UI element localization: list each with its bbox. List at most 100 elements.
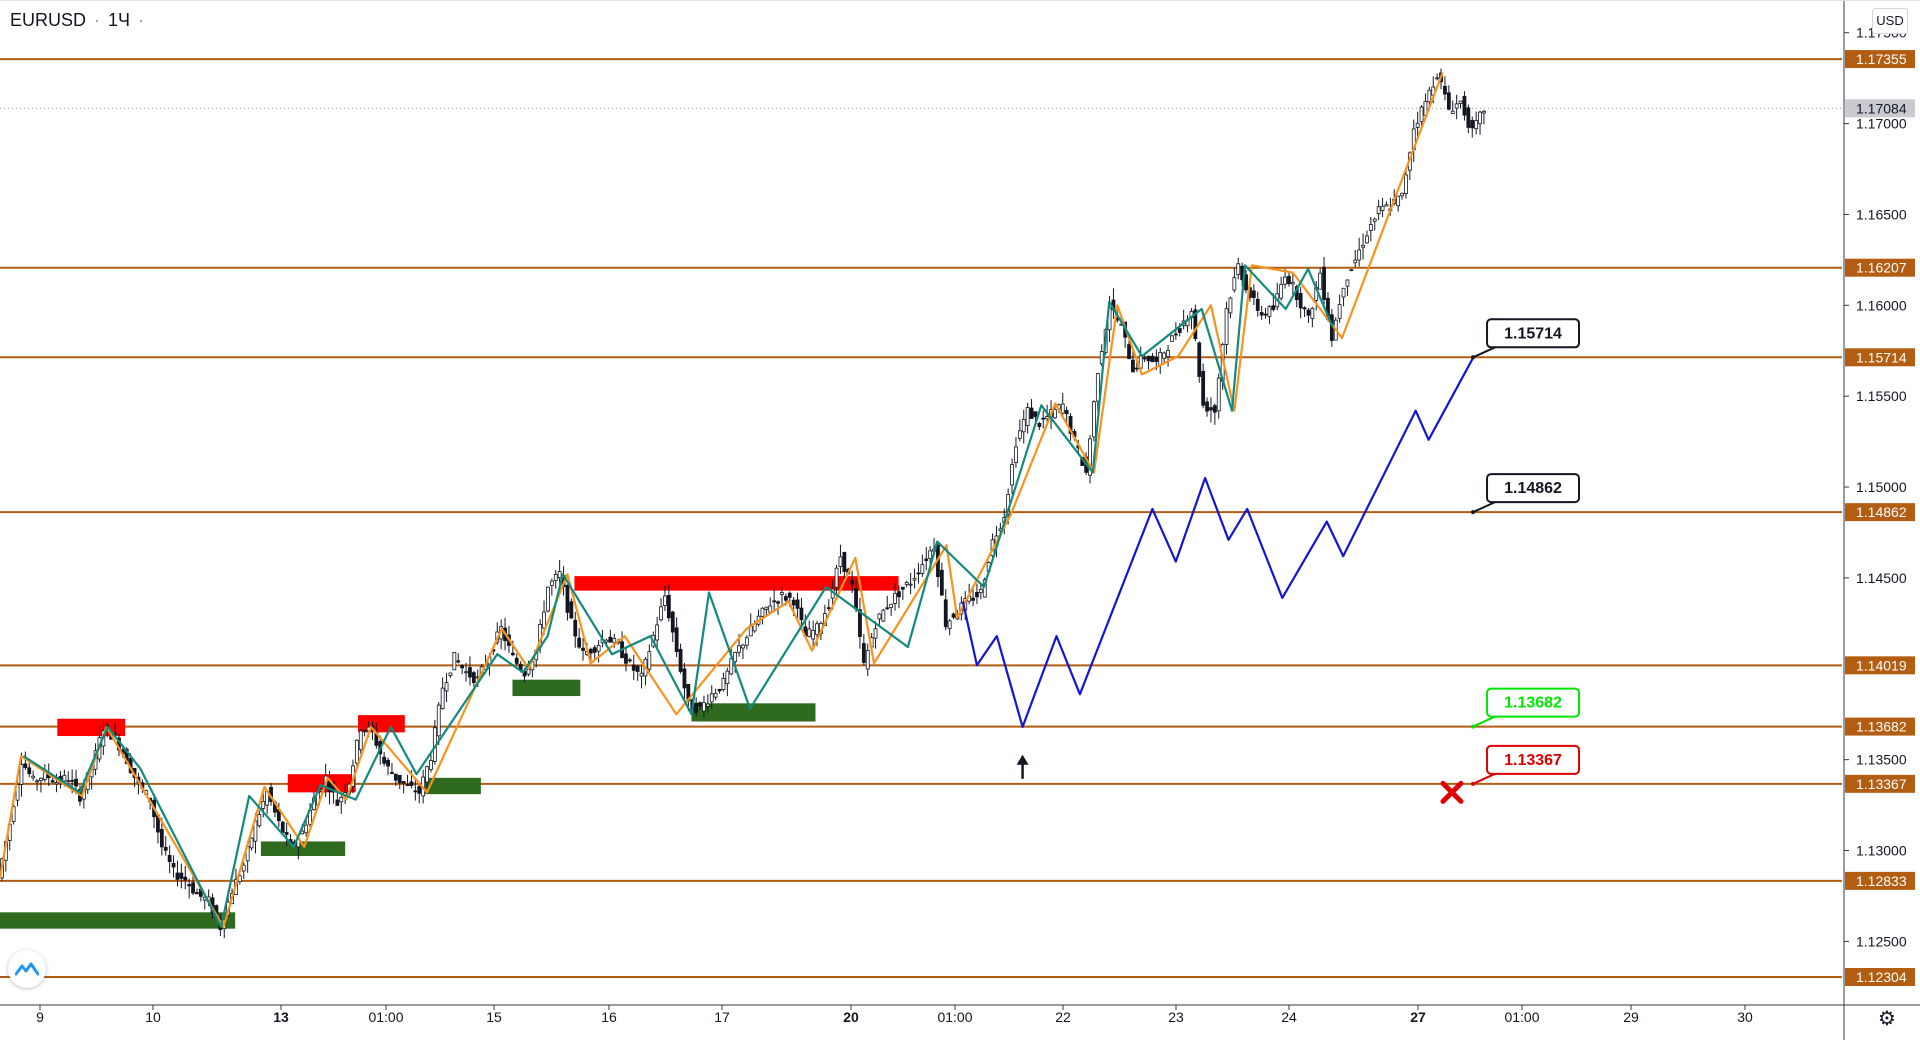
teal-zigzag-line (22, 264, 1334, 929)
candle-body (978, 589, 983, 594)
candle-body (526, 669, 531, 675)
candle-body (401, 781, 406, 784)
candle-body (187, 884, 192, 887)
candle-body (951, 613, 956, 618)
candle-body (425, 766, 429, 783)
candle-body (1435, 77, 1440, 80)
candle-body (1271, 305, 1276, 310)
level-label: 1.12304 (1856, 969, 1907, 985)
candle-body (1037, 423, 1042, 427)
candle-body (908, 583, 913, 586)
candle-body (167, 854, 172, 863)
candle-body (670, 611, 675, 633)
candle-body (1267, 306, 1272, 317)
header-dash: · (138, 10, 145, 30)
candle-body (1131, 359, 1135, 373)
candle-body (1068, 415, 1073, 434)
candle-body (764, 606, 769, 610)
candle-body (1450, 110, 1455, 114)
candle-body (546, 586, 550, 612)
symbol-header[interactable]: EURUSD · 1Ч · (10, 10, 144, 31)
candle-body (850, 579, 855, 585)
candle-body (261, 800, 266, 809)
settings-gear-icon[interactable]: ⚙ (1878, 1008, 1896, 1030)
candle-body (1209, 407, 1213, 411)
last-price-bg (1845, 99, 1915, 118)
candle-body (1025, 407, 1030, 426)
candle-body (1318, 272, 1323, 290)
candle-body (429, 760, 433, 770)
demand-zone (512, 679, 581, 697)
candle-body (436, 704, 441, 737)
candle-body (682, 668, 687, 689)
candle-body (413, 790, 418, 793)
x-tick-label: 13 (273, 1009, 289, 1025)
candle-body (760, 607, 765, 617)
currency-button[interactable]: USD (1872, 8, 1908, 34)
candle-body (678, 648, 683, 672)
price-levels: 1.17355 1.16207 1.15714 1.14862 1.14019 1.136… (0, 50, 1915, 987)
candle-body (1287, 275, 1291, 285)
candle-body (834, 567, 839, 588)
candle-body (66, 780, 71, 783)
candle-body (1337, 304, 1342, 319)
candle-body (721, 677, 726, 690)
x-tick-label: 9 (36, 1009, 44, 1025)
level-label: 1.13682 (1856, 719, 1907, 735)
candle-body (1322, 266, 1326, 300)
level-label-bg (1845, 656, 1915, 675)
candle-body (257, 814, 262, 827)
interval-label[interactable]: 1Ч (108, 10, 131, 30)
candle-body (1224, 308, 1229, 345)
candle-body (159, 828, 164, 848)
callout-pointer (1472, 715, 1496, 728)
candle-body (663, 595, 667, 606)
candle-body (780, 592, 784, 595)
demand-zone (0, 912, 236, 929)
candle-body (975, 592, 979, 598)
candle-body (27, 767, 32, 775)
candle-body (1404, 174, 1408, 194)
last-price-label: 1.17084 (1856, 100, 1907, 116)
candle-body (971, 597, 975, 601)
candle-body (854, 588, 858, 610)
cross-marker-stroke (1440, 780, 1464, 804)
candle-body (1349, 269, 1354, 272)
candle-body (304, 824, 309, 834)
y-tick-label: 1.16000 (1856, 297, 1907, 313)
candle-body (1368, 224, 1373, 231)
candle-body (448, 672, 453, 676)
y-tick-label: 1.16500 (1856, 206, 1907, 222)
candle-body (549, 580, 554, 586)
projection-path (961, 357, 1474, 729)
candle-body (1396, 195, 1401, 207)
candle-body (943, 599, 948, 628)
symbol-name[interactable]: EURUSD (10, 10, 87, 30)
candle-body (982, 579, 987, 598)
supply-zone (574, 576, 899, 591)
candle-body (877, 613, 882, 620)
candle-body (705, 703, 710, 707)
candle-body (54, 782, 59, 785)
candle-body (1064, 410, 1069, 415)
level-label: 1.14019 (1856, 657, 1907, 673)
candle-body (592, 647, 597, 653)
x-tick-label: 24 (1281, 1009, 1297, 1025)
level-label-bg (1845, 50, 1915, 69)
candle-body (725, 670, 730, 684)
level-label: 1.12833 (1856, 873, 1907, 889)
candle-body (1345, 279, 1350, 287)
candle-body (1232, 277, 1237, 291)
level-label-bg (1845, 968, 1915, 987)
tradingview-logo-icon[interactable] (8, 950, 46, 988)
candle-body (893, 592, 897, 604)
candle-body (1127, 344, 1131, 359)
demand-zone (691, 703, 816, 722)
candle-body (865, 649, 870, 670)
candle-body (904, 582, 909, 585)
header-separator: · (94, 10, 101, 30)
candle-body (1216, 377, 1221, 412)
candle-body (1454, 103, 1459, 109)
candle-body (709, 693, 714, 703)
